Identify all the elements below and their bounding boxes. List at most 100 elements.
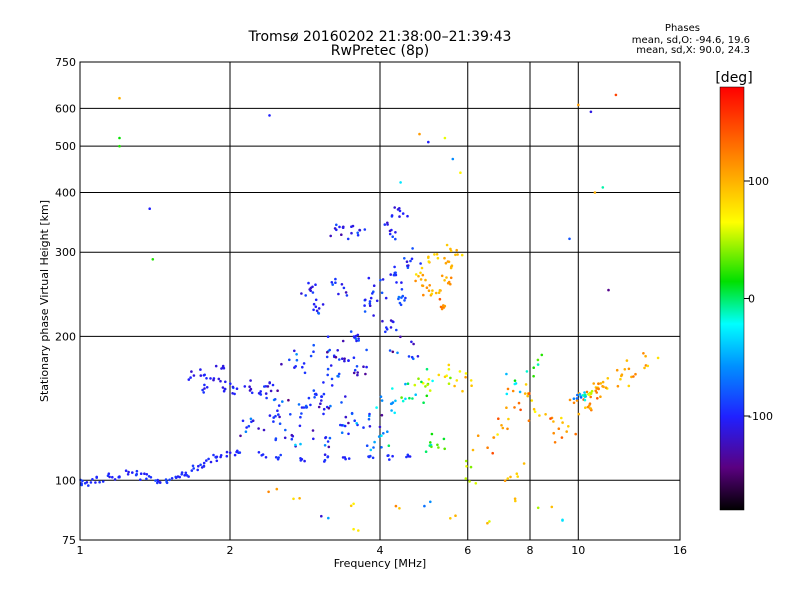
data-point <box>387 444 391 448</box>
data-point <box>323 444 327 447</box>
data-point <box>445 243 449 247</box>
data-point <box>337 292 340 296</box>
data-point <box>407 264 410 267</box>
data-point <box>326 335 330 339</box>
data-point <box>303 459 306 463</box>
data-point <box>350 411 354 415</box>
data-point <box>394 231 397 234</box>
data-point <box>135 469 139 473</box>
data-point <box>642 352 645 355</box>
data-point <box>239 434 242 438</box>
data-point <box>536 358 540 362</box>
data-point <box>593 191 597 194</box>
data-point <box>267 490 270 494</box>
data-point <box>399 181 402 184</box>
data-point <box>394 504 398 508</box>
data-point <box>202 391 205 394</box>
data-point <box>532 374 535 378</box>
data-point <box>228 451 232 455</box>
data-point <box>388 232 392 236</box>
data-point <box>395 328 398 332</box>
data-point <box>644 354 647 358</box>
data-point <box>449 247 452 251</box>
data-point <box>356 233 360 237</box>
y-axis-label: Stationary phase Virtual Height [km] <box>38 200 51 402</box>
data-point <box>139 478 142 482</box>
data-point <box>385 326 388 329</box>
data-point <box>576 393 579 397</box>
data-point <box>427 255 430 259</box>
data-point <box>459 171 462 174</box>
data-point <box>368 425 372 428</box>
data-point <box>410 257 414 261</box>
data-point <box>183 474 186 477</box>
data-point <box>241 419 245 423</box>
x-tick-label: 6 <box>464 544 471 557</box>
data-point <box>532 366 535 370</box>
data-point <box>294 443 297 447</box>
data-point <box>567 425 570 428</box>
colorbar-tick-label: 100 <box>748 175 769 188</box>
data-point <box>380 291 384 295</box>
data-point <box>300 292 303 295</box>
data-point <box>164 478 168 481</box>
data-point <box>389 273 393 276</box>
data-point <box>460 253 464 257</box>
data-point <box>384 330 387 334</box>
data-point <box>330 384 334 387</box>
data-point <box>357 339 361 342</box>
y-tick-label: 200 <box>55 330 76 343</box>
data-point <box>329 234 333 238</box>
data-point <box>451 157 455 161</box>
data-point <box>532 407 536 411</box>
data-point <box>394 271 397 275</box>
data-point <box>511 389 515 393</box>
data-point <box>363 310 367 313</box>
data-point <box>536 506 540 510</box>
data-point <box>322 407 326 411</box>
data-point <box>616 384 620 388</box>
data-point <box>506 477 510 480</box>
data-point <box>320 514 323 518</box>
data-point <box>317 312 321 315</box>
data-point <box>427 289 431 293</box>
data-point <box>369 454 372 458</box>
data-point <box>403 299 406 302</box>
data-point <box>345 294 349 297</box>
data-point <box>397 295 401 299</box>
data-point <box>568 237 571 241</box>
colorbar-tick-label: -100 <box>748 410 773 423</box>
data-point <box>263 385 266 388</box>
data-point <box>528 392 531 396</box>
data-point <box>393 206 397 209</box>
data-point <box>437 373 441 377</box>
data-point <box>470 384 473 388</box>
data-point <box>158 481 162 484</box>
data-point <box>111 475 114 479</box>
data-point <box>577 103 580 107</box>
data-point <box>279 453 283 457</box>
data-point <box>196 468 199 472</box>
data-point <box>364 298 367 302</box>
data-point <box>614 93 618 97</box>
colorbar <box>719 86 745 511</box>
data-point <box>277 404 281 407</box>
data-point <box>247 424 251 428</box>
data-point <box>307 281 310 285</box>
data-point <box>380 434 383 438</box>
data-point <box>634 372 637 376</box>
stats-x-line: mean, sd,X: 90.0, 24.3 <box>636 45 750 56</box>
data-point <box>447 382 451 386</box>
data-point <box>205 386 209 389</box>
data-point <box>329 404 332 408</box>
data-point <box>395 281 398 284</box>
data-point <box>293 349 296 353</box>
data-point <box>191 464 195 468</box>
data-point <box>422 293 425 297</box>
data-point <box>553 441 557 444</box>
data-point <box>202 465 206 468</box>
data-point <box>583 398 587 402</box>
data-point <box>131 471 134 474</box>
data-point <box>407 455 410 458</box>
data-point <box>455 248 459 252</box>
